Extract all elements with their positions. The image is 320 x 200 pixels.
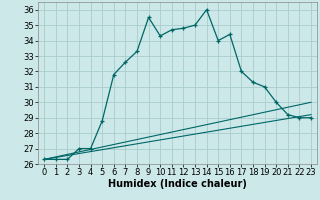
X-axis label: Humidex (Indice chaleur): Humidex (Indice chaleur) [108, 179, 247, 189]
